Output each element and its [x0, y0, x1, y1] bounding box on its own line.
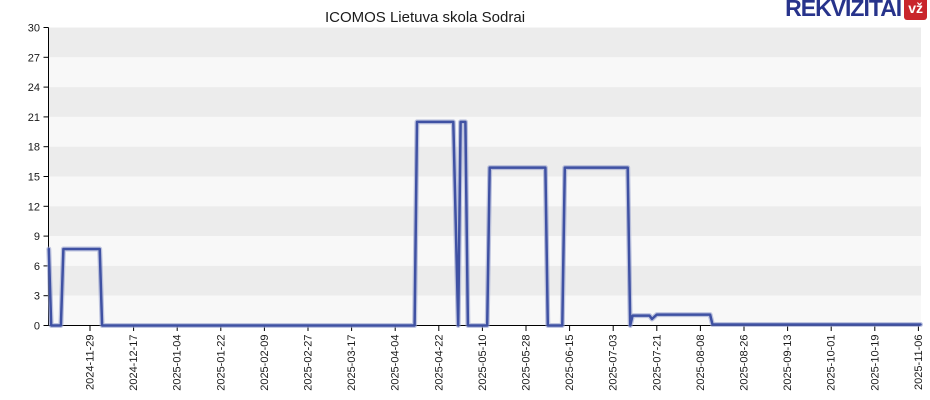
- x-tick-label: 2025-06-15: [564, 335, 576, 391]
- x-tick-label: 2025-09-13: [782, 335, 794, 391]
- x-tick-label: 2025-08-26: [739, 335, 751, 391]
- x-tick-label: 2025-02-09: [259, 335, 271, 391]
- x-tick-label: 2025-10-01: [826, 335, 838, 391]
- x-tick-label: 2025-01-04: [172, 335, 184, 391]
- y-tick-label: 6: [34, 261, 40, 273]
- y-axis-ticks: 0 3 6 9 12 15 18 21 24 27 30: [28, 23, 49, 333]
- x-tick-label: 2025-05-10: [477, 335, 489, 391]
- x-tick-label: 2025-08-08: [695, 335, 707, 391]
- y-tick-label: 18: [28, 142, 40, 154]
- y-tick-label: 3: [34, 291, 40, 303]
- x-axis-ticks: 2024-11-29 2024-12-17 2025-01-04 2025-01-22…: [85, 325, 925, 391]
- plot-bands: [48, 27, 921, 326]
- y-tick-label: 30: [28, 23, 40, 35]
- x-tick-label: 2025-04-04: [390, 335, 402, 391]
- x-tick-label: 2025-10-19: [869, 335, 881, 391]
- y-tick-label: 12: [28, 201, 40, 213]
- x-tick-label: 2025-04-22: [433, 335, 445, 391]
- vz-badge-icon: vž: [904, 0, 927, 20]
- debt-line: [46, 119, 923, 328]
- y-tick-label: 21: [28, 112, 40, 124]
- x-tick-label: 2025-03-17: [346, 335, 358, 391]
- x-tick-label: 2024-11-29: [85, 335, 97, 390]
- y-tick-label: 15: [28, 172, 40, 184]
- x-tick-label: 2025-07-03: [608, 335, 620, 391]
- y-tick-label: 0: [34, 321, 40, 333]
- y-tick-label: 27: [28, 52, 40, 64]
- x-tick-label: 2025-11-06: [913, 335, 925, 390]
- y-tick-label: 9: [34, 231, 40, 243]
- rekvizitai-logo-text: REKVIZITAI: [785, 0, 902, 21]
- rekvizitai-logo[interactable]: REKVIZITAI vž: [785, 0, 927, 22]
- y-tick-label: 24: [28, 82, 40, 94]
- x-tick-label: 2025-07-21: [651, 335, 663, 391]
- chart-title: ICOMOS Lietuva skola Sodrai: [324, 9, 526, 26]
- x-tick-label: 2025-02-27: [303, 335, 315, 391]
- x-tick-label: 2024-12-17: [128, 335, 140, 391]
- x-tick-label: 2025-01-22: [215, 335, 227, 391]
- debt-line-core: [47, 120, 922, 327]
- x-tick-label: 2025-05-28: [521, 335, 533, 391]
